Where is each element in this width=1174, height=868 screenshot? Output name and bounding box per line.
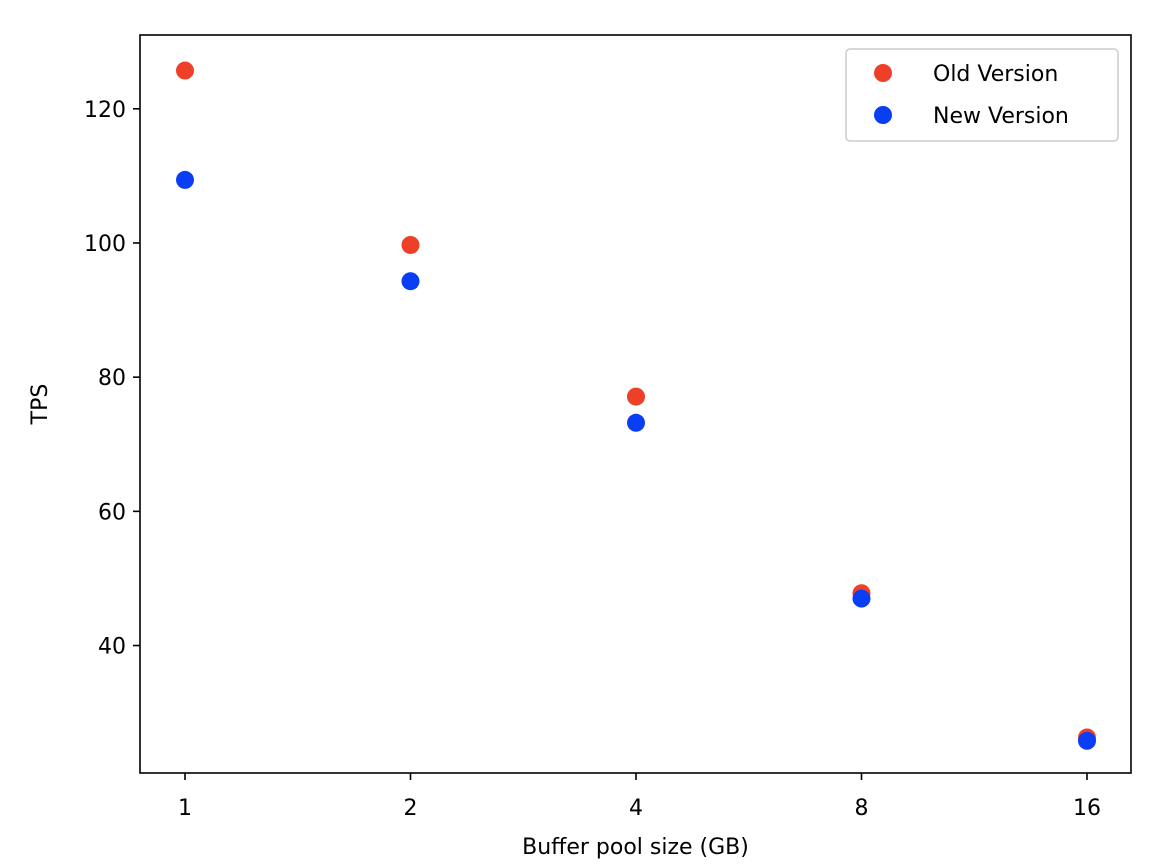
x-tick-label: 2	[404, 796, 418, 821]
point-old-version	[176, 61, 194, 80]
y-tick-label: 80	[98, 366, 126, 391]
y-tick-label: 120	[84, 98, 126, 123]
x-tick-label: 1	[178, 796, 192, 821]
x-axis-label: Buffer pool size (GB)	[522, 835, 749, 860]
y-tick-label: 100	[84, 232, 126, 257]
legend: Old Version New Version	[845, 48, 1119, 142]
x-tick-label: 16	[1073, 796, 1101, 821]
legend-marker-old-version	[874, 64, 892, 82]
y-axis-label: TPS	[28, 384, 53, 426]
legend-label-new-version: New Version	[933, 104, 1069, 129]
legend-box	[845, 48, 1119, 142]
y-tick-label: 60	[98, 500, 126, 525]
x-axis-ticks: 1 2 4 8 16	[178, 773, 1101, 821]
point-new-version	[401, 272, 420, 291]
x-tick-label: 8	[855, 796, 869, 821]
y-axis-ticks: 40 60 80 100 120	[84, 98, 140, 660]
point-new-version	[852, 589, 871, 608]
point-new-version	[176, 170, 194, 189]
x-tick-label: 4	[629, 796, 643, 821]
y-tick-label: 40	[98, 635, 126, 660]
point-old-version	[401, 235, 420, 254]
point-new-version	[1078, 731, 1096, 750]
legend-marker-new-version	[874, 106, 892, 124]
point-old-version	[627, 387, 645, 406]
point-new-version	[627, 413, 645, 432]
legend-label-old-version: Old Version	[933, 62, 1058, 87]
data-points	[176, 61, 1096, 750]
